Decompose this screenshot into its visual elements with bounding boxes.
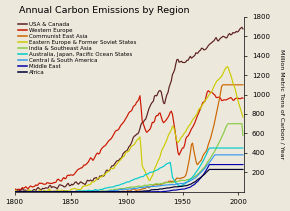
Text: Annual Carbon Emissions by Region: Annual Carbon Emissions by Region	[19, 5, 190, 15]
Legend: USA & Canada, Western Europe, Communist East Asia, Eastern Europe & Former Sovie: USA & Canada, Western Europe, Communist …	[17, 21, 137, 76]
Y-axis label: Million Metric Tons of Carbon / Year: Million Metric Tons of Carbon / Year	[280, 49, 284, 159]
